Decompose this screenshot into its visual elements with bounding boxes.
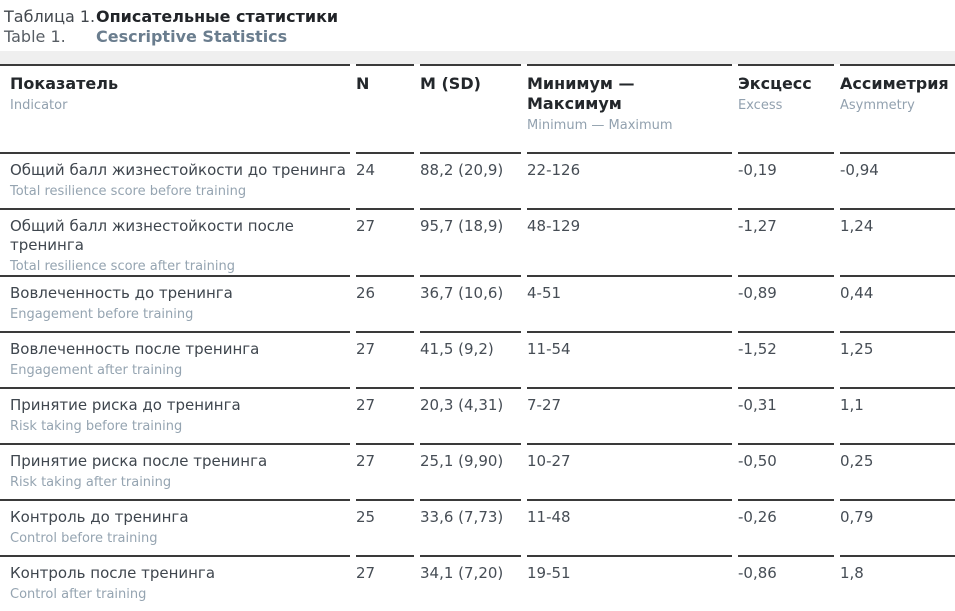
- indicator-en: Control before training: [10, 531, 158, 546]
- indicator-cell: Общий балл жизнестойкости после тренинга…: [0, 208, 350, 275]
- table-row: Общий балл жизнестойкости до тренинга To…: [0, 152, 955, 208]
- column-header-excess: Эксцесс Excess: [738, 64, 834, 152]
- n-cell: 24: [356, 152, 414, 208]
- min-max-cell: 19-51: [527, 555, 732, 611]
- caption-title-ru: Описательные статистики: [96, 7, 339, 26]
- column-header-m-sd: M (SD): [420, 64, 521, 152]
- asymmetry-cell: 0,44: [840, 275, 955, 331]
- column-header-min-max-ru: Минимум — Максимум: [527, 74, 635, 113]
- column-header-m-sd-label: M (SD): [420, 74, 481, 93]
- column-header-asymmetry: Ассиметрия Asymmetry: [840, 64, 955, 152]
- n-cell: 27: [356, 443, 414, 499]
- table-row: Вовлеченность до тренинга Engagement bef…: [0, 275, 955, 331]
- indicator-ru: Контроль после тренинга: [10, 564, 216, 582]
- excess-cell: -0,31: [738, 387, 834, 443]
- m-sd-cell: 36,7 (10,6): [420, 275, 521, 331]
- min-max-cell: 11-54: [527, 331, 732, 387]
- m-sd-cell: 20,3 (4,31): [420, 387, 521, 443]
- indicator-en: Risk taking after training: [10, 475, 172, 490]
- min-max-cell: 22-126: [527, 152, 732, 208]
- column-header-n-label: N: [356, 74, 370, 93]
- table-row: Контроль после тренинга Control after tr…: [0, 555, 955, 611]
- n-cell: 27: [356, 208, 414, 275]
- column-header-indicator-ru: Показатель: [10, 74, 119, 93]
- indicator-en: Engagement after training: [10, 363, 183, 378]
- excess-cell: -0,50: [738, 443, 834, 499]
- m-sd-cell: 33,6 (7,73): [420, 499, 521, 555]
- min-max-cell: 7-27: [527, 387, 732, 443]
- indicator-cell: Общий балл жизнестойкости до тренинга To…: [0, 152, 350, 208]
- m-sd-cell: 34,1 (7,20): [420, 555, 521, 611]
- column-header-asymmetry-en: Asymmetry: [840, 98, 915, 113]
- min-max-cell: 4-51: [527, 275, 732, 331]
- excess-cell: -1,52: [738, 331, 834, 387]
- table-row: Контроль до тренинга Control before trai…: [0, 499, 955, 555]
- indicator-ru: Вовлеченность после тренинга: [10, 340, 260, 358]
- indicator-cell: Принятие риска после тренинга Risk takin…: [0, 443, 350, 499]
- table-header: Показатель Indicator N M (SD) Минимум — …: [0, 64, 955, 152]
- min-max-cell: 10-27: [527, 443, 732, 499]
- excess-cell: -1,27: [738, 208, 834, 275]
- column-header-min-max: Минимум — Максимум Minimum — Maximum: [527, 64, 732, 152]
- indicator-en: Engagement before training: [10, 307, 194, 322]
- indicator-cell: Контроль до тренинга Control before trai…: [0, 499, 350, 555]
- descriptive-statistics-table: Показатель Indicator N M (SD) Минимум — …: [0, 64, 955, 611]
- indicator-ru: Принятие риска после тренинга: [10, 452, 268, 470]
- caption-label-en: Table 1.: [4, 27, 66, 46]
- column-header-excess-en: Excess: [738, 98, 783, 113]
- asymmetry-cell: 0,25: [840, 443, 955, 499]
- table-row: Общий балл жизнестойкости после тренинга…: [0, 208, 955, 275]
- asymmetry-cell: -0,94: [840, 152, 955, 208]
- asymmetry-cell: 1,24: [840, 208, 955, 275]
- indicator-en: Risk taking before training: [10, 419, 183, 434]
- excess-cell: -0,26: [738, 499, 834, 555]
- asymmetry-cell: 1,1: [840, 387, 955, 443]
- n-cell: 27: [356, 331, 414, 387]
- asymmetry-cell: 0,79: [840, 499, 955, 555]
- indicator-ru: Принятие риска до тренинга: [10, 396, 241, 414]
- m-sd-cell: 25,1 (9,90): [420, 443, 521, 499]
- indicator-en: Control after training: [10, 587, 147, 602]
- asymmetry-cell: 1,25: [840, 331, 955, 387]
- min-max-cell: 48-129: [527, 208, 732, 275]
- indicator-cell: Принятие риска до тренинга Risk taking b…: [0, 387, 350, 443]
- indicator-cell: Контроль после тренинга Control after tr…: [0, 555, 350, 611]
- asymmetry-cell: 1,8: [840, 555, 955, 611]
- column-header-n: N: [356, 64, 414, 152]
- indicator-ru: Контроль до тренинга: [10, 508, 189, 526]
- n-cell: 27: [356, 387, 414, 443]
- m-sd-cell: 95,7 (18,9): [420, 208, 521, 275]
- n-cell: 26: [356, 275, 414, 331]
- m-sd-cell: 88,2 (20,9): [420, 152, 521, 208]
- caption-line-ru: Таблица 1.Описательные статистики: [4, 7, 955, 26]
- table-row: Принятие риска до тренинга Risk taking b…: [0, 387, 955, 443]
- n-cell: 25: [356, 499, 414, 555]
- excess-cell: -0,19: [738, 152, 834, 208]
- column-header-indicator: Показатель Indicator: [0, 64, 350, 152]
- min-max-cell: 11-48: [527, 499, 732, 555]
- column-header-indicator-en: Indicator: [10, 98, 68, 113]
- column-header-min-max-en: Minimum — Maximum: [527, 118, 673, 133]
- table-body: Общий балл жизнестойкости до тренинга To…: [0, 152, 955, 611]
- excess-cell: -0,86: [738, 555, 834, 611]
- indicator-ru: Общий балл жизнестойкости до тренинга: [10, 161, 346, 179]
- indicator-ru: Общий балл жизнестойкости после тренинга: [10, 217, 294, 254]
- column-header-excess-ru: Эксцесс: [738, 74, 812, 93]
- indicator-cell: Вовлеченность после тренинга Engagement …: [0, 331, 350, 387]
- excess-cell: -0,89: [738, 275, 834, 331]
- caption-label-ru: Таблица 1.: [4, 7, 96, 26]
- indicator-en: Total resilience score after training: [10, 259, 235, 274]
- m-sd-cell: 41,5 (9,2): [420, 331, 521, 387]
- indicator-ru: Вовлеченность до тренинга: [10, 284, 233, 302]
- table-row: Вовлеченность после тренинга Engagement …: [0, 331, 955, 387]
- caption-line-en: Table 1. Cescriptive Statistics: [4, 27, 955, 46]
- table-row: Принятие риска после тренинга Risk takin…: [0, 443, 955, 499]
- table-caption: Таблица 1.Описательные статистики Table …: [0, 0, 955, 46]
- column-header-asymmetry-ru: Ассиметрия: [840, 74, 949, 93]
- caption-title-en: Cescriptive Statistics: [96, 27, 288, 46]
- caption-divider-band: [0, 51, 955, 64]
- indicator-cell: Вовлеченность до тренинга Engagement bef…: [0, 275, 350, 331]
- n-cell: 27: [356, 555, 414, 611]
- indicator-en: Total resilience score before training: [10, 184, 247, 199]
